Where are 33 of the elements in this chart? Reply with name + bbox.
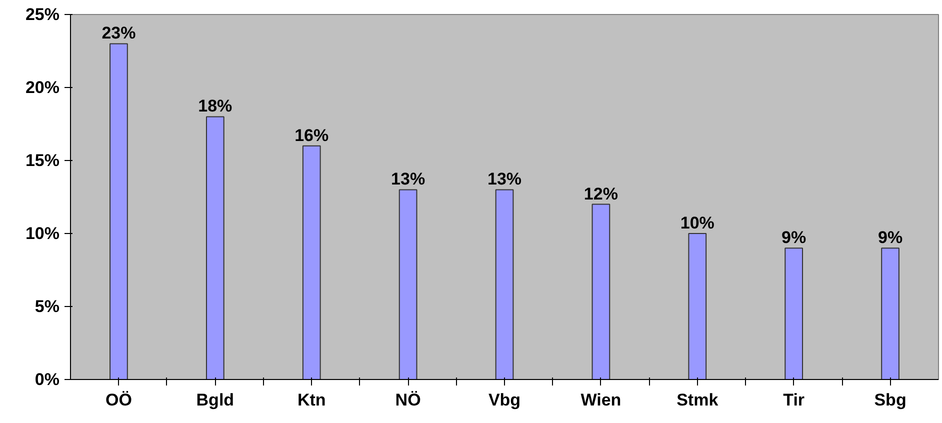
- data-label: 12%: [584, 184, 618, 204]
- y-tick-label: 10%: [25, 224, 60, 243]
- data-label: 13%: [487, 170, 522, 189]
- y-tick-label: 25%: [25, 5, 60, 24]
- x-tick-label: Sbg: [874, 390, 906, 410]
- x-tick-label: Bgld: [196, 390, 234, 410]
- x-tick-label: Tir: [783, 390, 805, 410]
- x-tick-label: NÖ: [395, 390, 421, 410]
- x-tick-label: OÖ: [106, 390, 132, 410]
- bar: [881, 248, 900, 380]
- bar: [110, 43, 128, 380]
- bar: [688, 233, 707, 380]
- data-label: 9%: [782, 228, 806, 248]
- bar: [592, 204, 610, 380]
- x-tick-label: Vbg: [488, 390, 521, 410]
- data-label: 10%: [680, 214, 714, 232]
- x-tick-label: Stmk: [676, 390, 719, 410]
- data-label: 13%: [391, 170, 426, 189]
- data-label: 16%: [294, 126, 329, 145]
- bar: [784, 248, 804, 380]
- x-tick-label: Ktn: [297, 390, 326, 410]
- y-tick-label: 15%: [25, 151, 60, 170]
- data-label: 23%: [102, 24, 136, 43]
- y-tick-label: 0%: [34, 370, 60, 389]
- data-label: 18%: [198, 96, 232, 116]
- bar: [398, 189, 418, 380]
- bar: [206, 116, 224, 380]
- bar: [302, 145, 321, 380]
- x-tick-label: Wien: [580, 390, 622, 410]
- data-label: 9%: [878, 228, 903, 248]
- y-tick-label: 5%: [34, 297, 60, 316]
- bar: [495, 189, 514, 380]
- y-tick-label: 20%: [25, 78, 60, 97]
